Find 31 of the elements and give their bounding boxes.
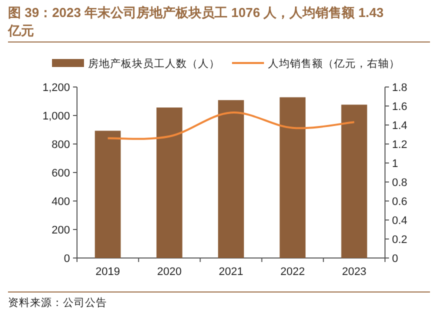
y-tick-label: 400 [52, 196, 70, 208]
x-tick-label: 2019 [96, 266, 120, 278]
y-tick-label: 200 [52, 224, 70, 236]
x-tick-label: 2023 [342, 266, 366, 278]
y-tick-label: 0 [64, 253, 70, 265]
y2-tick-label: 0 [392, 253, 398, 265]
x-tick-label: 2020 [157, 266, 182, 278]
bar [341, 104, 368, 258]
y2-tick-label: 0.8 [392, 177, 408, 189]
y2-tick-label: 0.6 [392, 196, 408, 208]
y2-tick-label: 1.6 [392, 101, 408, 113]
y2-tick-label: 1.8 [392, 82, 408, 94]
y2-tick-label: 0.4 [392, 215, 408, 227]
bar [156, 108, 182, 258]
x-tick-label: 2022 [280, 266, 305, 278]
y-tick-label: 1,000 [42, 110, 70, 122]
text: 资料来源：公司公告 [8, 296, 107, 309]
x-tick-label: 2021 [218, 266, 244, 278]
y-tick-label: 1,200 [42, 82, 70, 94]
bar [218, 100, 244, 258]
y2-tick-label: 1 [392, 158, 398, 170]
y-tick-label: 800 [52, 139, 70, 151]
y2-tick-label: 1.2 [392, 139, 408, 151]
y2-tick-label: 0.2 [392, 234, 408, 246]
bar [94, 130, 121, 258]
legend-label: 人均销售额（亿元，右轴） [268, 57, 400, 70]
legend-label: 房地产板块员工人数（人） [88, 57, 220, 70]
y2-tick-label: 1.4 [392, 120, 408, 132]
chart-title: 图 39：2023 年末公司房地产板块员工 1076 人，人均销售额 1.43 亿元 [7, 5, 384, 38]
y-tick-label: 600 [52, 168, 70, 180]
bar [280, 97, 306, 258]
